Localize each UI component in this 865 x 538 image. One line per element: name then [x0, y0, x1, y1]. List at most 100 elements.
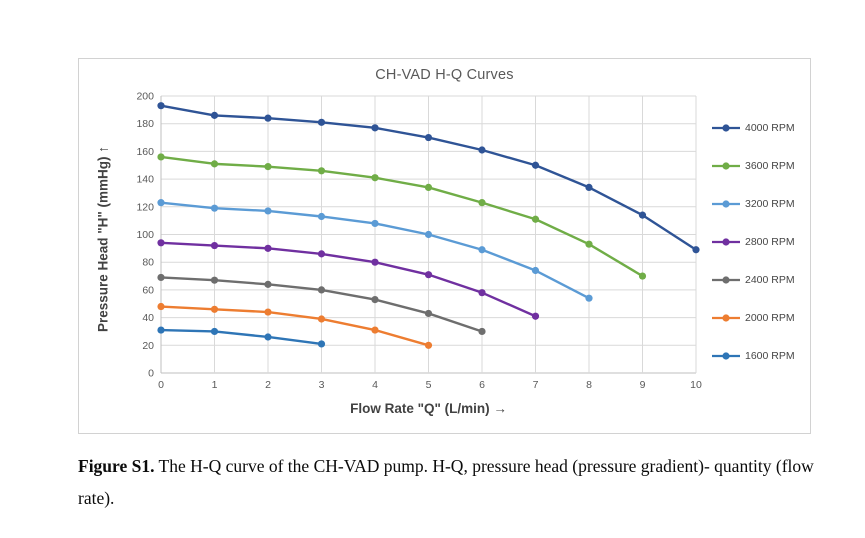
data-point	[371, 174, 379, 182]
data-point	[371, 258, 379, 266]
legend-label: 3600 RPM	[745, 160, 795, 172]
data-point	[424, 309, 433, 318]
legend-item: 2800 RPM	[711, 235, 795, 249]
data-point	[317, 315, 326, 323]
legend-marker-icon	[712, 238, 740, 246]
series-line	[159, 328, 323, 346]
x-tick-label: 4	[372, 379, 378, 391]
legend-label: 3200 RPM	[745, 198, 795, 210]
data-point	[210, 276, 219, 284]
chart-legend: 4000 RPM 3600 RPM 3200 RPM 2800 RPM 2400 RPM…	[711, 121, 795, 363]
legend-label: 2000 RPM	[745, 312, 795, 324]
data-point	[478, 199, 486, 207]
legend-item: 2400 RPM	[711, 273, 795, 287]
data-point	[585, 183, 593, 192]
y-tick-label: 140	[136, 174, 154, 186]
legend-marker-icon	[712, 276, 740, 284]
y-tick-label: 200	[136, 91, 154, 103]
x-tick-label: 6	[479, 379, 485, 391]
x-tick-label: 10	[690, 379, 702, 391]
legend-item: 4000 RPM	[711, 121, 795, 135]
data-point	[210, 160, 219, 168]
data-point	[157, 302, 165, 311]
y-tick-label: 100	[136, 229, 154, 241]
x-axis-title: Flow Rate "Q" (L/min) →	[350, 401, 507, 416]
figure-chart: CH-VAD H-Q Curves 0 20 40 60 80 100 120 140 160 1…	[78, 58, 811, 434]
y-tick-label: 120	[136, 201, 154, 213]
data-point	[478, 146, 486, 154]
x-tick-label: 5	[426, 379, 432, 391]
data-point	[210, 305, 219, 313]
series-line	[159, 305, 430, 347]
data-point	[264, 280, 272, 288]
legend-item: 3200 RPM	[711, 197, 795, 211]
data-point	[210, 327, 219, 336]
x-tick-label: 1	[212, 379, 218, 391]
data-point	[264, 333, 272, 341]
data-point	[317, 212, 326, 221]
figure-caption-text: The H-Q curve of the CH-VAD pump. H-Q, p…	[78, 456, 814, 508]
data-point	[264, 207, 272, 215]
data-point	[478, 327, 486, 336]
y-tick-label: 160	[136, 146, 154, 158]
legend-label: 2400 RPM	[745, 274, 795, 286]
data-point	[210, 111, 219, 119]
data-point	[531, 312, 540, 320]
series-line	[159, 155, 644, 278]
data-point	[264, 244, 272, 252]
data-point	[638, 272, 647, 280]
x-tick-label: 8	[586, 379, 592, 391]
legend-marker-icon	[712, 162, 740, 170]
data-point	[317, 340, 326, 348]
data-point	[531, 266, 540, 275]
y-axis-title: Pressure Head "H" (mmHg) ↑	[95, 145, 111, 333]
figure-caption: Figure S1. The H-Q curve of the CH-VAD p…	[78, 451, 826, 515]
legend-item: 1600 RPM	[711, 349, 795, 363]
legend-label: 1600 RPM	[745, 350, 795, 362]
data-point	[157, 199, 165, 207]
y-tick-label: 80	[142, 257, 154, 269]
data-point	[317, 250, 326, 258]
y-tick-label: 0	[148, 368, 154, 380]
data-point	[157, 239, 165, 247]
data-point	[692, 246, 700, 254]
y-tick-label: 20	[142, 340, 154, 352]
data-point	[371, 124, 379, 132]
data-point	[585, 294, 593, 302]
data-point	[424, 133, 433, 142]
data-point	[210, 241, 219, 250]
legend-label: 2800 RPM	[745, 236, 795, 248]
x-tick-label: 3	[319, 379, 325, 391]
data-point	[424, 183, 433, 192]
data-point	[531, 215, 540, 223]
data-point	[531, 161, 540, 169]
data-point	[585, 240, 593, 248]
x-tick-label: 2	[265, 379, 271, 391]
data-point	[264, 308, 272, 316]
data-point	[157, 153, 165, 161]
data-point	[157, 102, 165, 110]
data-point	[157, 326, 165, 334]
figure-caption-label: Figure S1.	[78, 456, 155, 476]
legend-item: 2000 RPM	[711, 311, 795, 325]
data-point	[424, 271, 433, 279]
data-point	[424, 341, 433, 349]
x-tick-label: 7	[533, 379, 539, 391]
chart-title: CH-VAD H-Q Curves	[375, 67, 514, 83]
data-point	[478, 289, 486, 297]
data-point	[371, 295, 379, 304]
x-tick-label: 9	[640, 379, 646, 391]
data-point	[638, 211, 647, 219]
data-point	[317, 118, 326, 126]
data-point	[478, 246, 486, 254]
data-point	[371, 219, 379, 228]
data-point	[371, 326, 379, 334]
data-point	[317, 286, 326, 294]
x-tick-label: 0	[158, 379, 164, 391]
y-tick-label: 60	[142, 284, 154, 296]
legend-marker-icon	[712, 124, 740, 132]
legend-item: 3600 RPM	[711, 159, 795, 173]
data-point	[317, 167, 326, 175]
data-point	[264, 114, 272, 122]
